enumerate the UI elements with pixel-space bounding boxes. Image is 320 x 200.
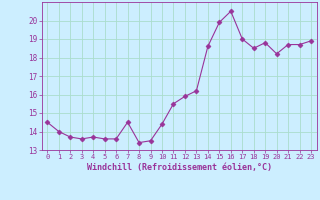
X-axis label: Windchill (Refroidissement éolien,°C): Windchill (Refroidissement éolien,°C) — [87, 163, 272, 172]
